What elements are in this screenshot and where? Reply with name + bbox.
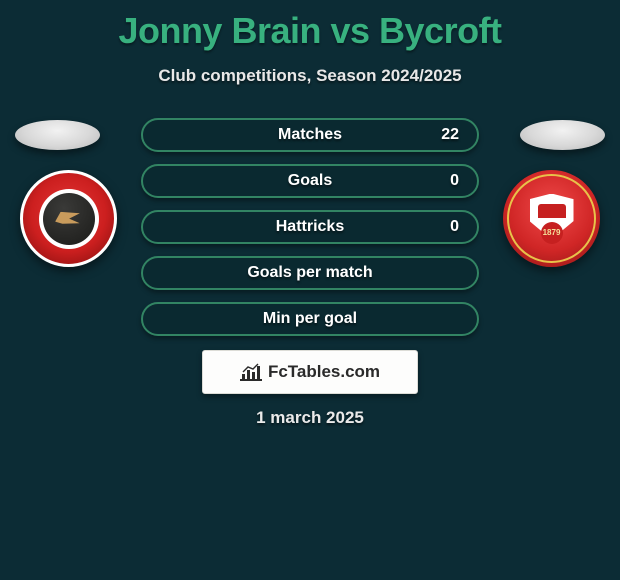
stat-bar-min-per-goal: Min per goal — [141, 302, 479, 336]
stat-bars: Matches 22 Goals 0 Hattricks 0 Goals per… — [141, 118, 479, 348]
bar-chart-icon — [240, 363, 262, 381]
watermark-box: FcTables.com — [202, 350, 418, 394]
stat-value-right: 22 — [441, 126, 459, 144]
stat-bar-hattricks: Hattricks 0 — [141, 210, 479, 244]
stat-bar-goals-per-match: Goals per match — [141, 256, 479, 290]
page-subtitle: Club competitions, Season 2024/2025 — [0, 66, 620, 86]
watermark-text: FcTables.com — [268, 362, 380, 382]
club-badge-left — [20, 170, 117, 267]
stat-label: Min per goal — [263, 310, 357, 328]
club-badge-right-year: 1879 — [541, 222, 563, 244]
player-left-silhouette — [15, 120, 100, 150]
stat-label: Matches — [278, 126, 342, 144]
player-right-silhouette — [520, 120, 605, 150]
page-title: Jonny Brain vs Bycroft — [0, 0, 620, 52]
stat-bar-matches: Matches 22 — [141, 118, 479, 152]
footer-date: 1 march 2025 — [0, 408, 620, 428]
stat-label: Goals — [288, 172, 332, 190]
stat-value-right: 0 — [450, 218, 459, 236]
stat-value-right: 0 — [450, 172, 459, 190]
club-badge-right-train-icon — [538, 204, 566, 218]
stat-label: Hattricks — [276, 218, 344, 236]
stat-label: Goals per match — [247, 264, 372, 282]
club-badge-right: 1879 — [503, 170, 600, 267]
stat-bar-goals: Goals 0 — [141, 164, 479, 198]
